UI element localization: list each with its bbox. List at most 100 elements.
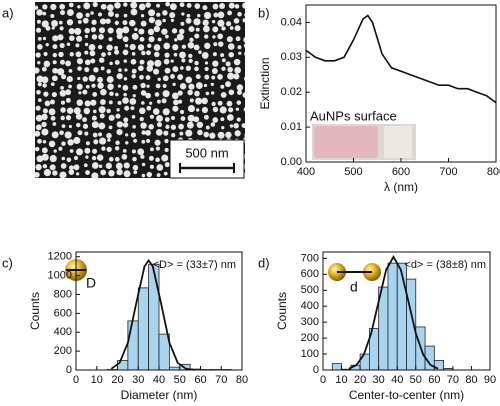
sem-particle xyxy=(145,129,151,136)
sem-particle xyxy=(99,137,107,145)
sem-particle xyxy=(114,146,120,151)
sem-particle xyxy=(245,62,248,65)
sem-particle xyxy=(75,148,84,156)
sem-particle xyxy=(188,83,195,90)
sem-particle xyxy=(146,138,151,144)
sem-particle xyxy=(60,100,66,105)
sem-particle xyxy=(212,117,219,123)
sem-particle xyxy=(75,43,80,48)
sem-particle xyxy=(115,113,121,119)
sem-particle xyxy=(153,68,160,75)
sem-particle xyxy=(84,147,91,154)
sem-particle xyxy=(148,155,154,161)
sem-particle xyxy=(233,122,239,129)
sem-particle xyxy=(204,42,211,50)
sem-particle xyxy=(203,34,209,39)
inset-reference xyxy=(384,126,412,158)
sem-particle xyxy=(178,99,183,104)
sem-particle xyxy=(204,66,209,72)
sem-particle xyxy=(65,89,71,96)
sem-particle xyxy=(146,105,152,111)
y-tick-label: 400 xyxy=(54,326,72,338)
x-tick-label: 50 xyxy=(410,374,422,386)
sem-particle xyxy=(82,123,89,129)
sem-particle xyxy=(156,173,161,178)
sem-particle xyxy=(162,75,169,82)
sem-particle xyxy=(57,34,64,41)
sem-particle xyxy=(201,106,209,114)
sem-particle xyxy=(43,51,48,57)
sem-particle xyxy=(131,149,136,154)
sem-particle xyxy=(202,5,208,11)
sem-particle xyxy=(93,67,99,73)
sem-particle xyxy=(211,68,218,74)
y-axis-label: Counts xyxy=(275,292,289,330)
sem-particle xyxy=(155,157,160,163)
sem-particle xyxy=(195,108,200,112)
sem-particle xyxy=(245,118,248,121)
sem-particle xyxy=(35,146,40,152)
sem-particle xyxy=(116,73,123,80)
sem-particle xyxy=(108,37,113,42)
sem-particle xyxy=(141,162,146,167)
sem-particle xyxy=(77,66,82,71)
scale-bar-box xyxy=(169,139,245,179)
histogram-bar xyxy=(148,263,160,371)
sem-particle xyxy=(186,13,191,18)
sem-particle xyxy=(105,162,112,169)
sem-particle xyxy=(193,116,200,123)
sem-particle xyxy=(121,154,128,160)
sem-particle xyxy=(36,89,41,95)
sem-particle xyxy=(154,92,160,97)
sem-particle xyxy=(116,33,123,40)
x-tick-label: 0 xyxy=(320,374,326,386)
sem-particle xyxy=(185,129,193,137)
sem-particle xyxy=(194,33,200,39)
sem-particle xyxy=(155,19,162,27)
sem-particle xyxy=(233,73,240,80)
sem-particle xyxy=(148,124,154,130)
sem-particle xyxy=(180,21,185,26)
sem-particle xyxy=(84,42,89,47)
sem-particle xyxy=(238,51,242,55)
sem-particle xyxy=(107,10,114,17)
sem-particle xyxy=(237,11,242,17)
x-tick-label: 60 xyxy=(194,374,206,386)
sem-particle xyxy=(146,50,151,56)
sem-particle xyxy=(106,44,113,51)
sem-particle xyxy=(129,98,137,105)
sem-particle xyxy=(181,12,185,16)
sem-particle xyxy=(169,3,177,11)
sem-particle xyxy=(92,148,98,154)
sem-particle xyxy=(155,129,163,136)
sem-particle xyxy=(76,12,83,19)
sem-particle xyxy=(68,68,73,73)
sem-particle xyxy=(116,121,124,128)
sem-particle xyxy=(157,77,161,81)
sem-particle xyxy=(60,85,64,90)
x-axis-label: Center-to-center (nm) xyxy=(349,388,464,402)
sem-particle xyxy=(140,154,145,159)
sem-particle xyxy=(170,74,175,79)
sem-particle xyxy=(108,125,113,130)
sem-particle xyxy=(129,19,136,27)
sem-image xyxy=(35,2,248,178)
sem-particle xyxy=(130,8,138,16)
x-tick-label: 40 xyxy=(153,374,165,386)
sem-particle xyxy=(37,36,42,41)
sem-particle xyxy=(221,58,226,63)
y-tick-label: 0.01 xyxy=(281,121,302,133)
sem-particle xyxy=(146,65,154,72)
y-tick-label: 0.03 xyxy=(281,51,302,63)
sem-particle xyxy=(106,146,112,153)
sem-particle xyxy=(212,26,219,33)
sem-particle xyxy=(61,156,66,161)
sem-particle xyxy=(140,90,147,96)
sem-particle xyxy=(77,130,83,136)
x-tick-label: 500 xyxy=(344,166,362,178)
sem-particle xyxy=(125,141,129,145)
sem-particle xyxy=(35,163,42,171)
sem-particle xyxy=(100,169,107,176)
sem-particle xyxy=(220,53,225,58)
sem-particle xyxy=(242,2,245,9)
